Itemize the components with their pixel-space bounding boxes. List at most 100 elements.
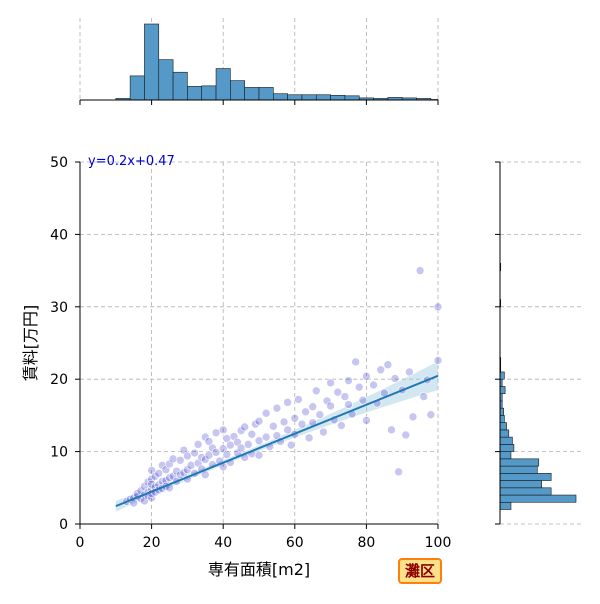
x-tick-label: 40 bbox=[214, 535, 232, 551]
top-hist-bar bbox=[215, 68, 231, 101]
y-tick-label: 20 bbox=[50, 372, 68, 388]
scatter-point bbox=[186, 461, 196, 470]
scatter-point bbox=[358, 395, 368, 405]
scatter-point bbox=[301, 407, 310, 417]
scatter-point bbox=[168, 454, 178, 464]
top-hist-bar bbox=[158, 59, 174, 101]
scatter-point bbox=[158, 461, 167, 470]
scatter-point bbox=[179, 468, 189, 477]
scatter-point bbox=[383, 360, 393, 370]
scatter-point bbox=[283, 398, 292, 407]
ward-badge: 灘区 bbox=[398, 558, 443, 584]
scatter-point bbox=[201, 455, 210, 464]
scatter-point bbox=[433, 356, 443, 365]
right-hist-bar bbox=[499, 407, 504, 416]
right-hist-bar bbox=[499, 494, 577, 503]
scatter-point bbox=[344, 376, 353, 385]
right-hist-bar bbox=[499, 480, 542, 489]
x-axis-title: 専有面積[m2] bbox=[208, 560, 310, 579]
right-hist-bar bbox=[499, 458, 540, 467]
scatter-point bbox=[290, 413, 300, 423]
scatter-point bbox=[226, 440, 235, 450]
scatter-point bbox=[172, 466, 181, 476]
scatter-point bbox=[272, 403, 282, 413]
y-tick-label: 0 bbox=[59, 517, 68, 533]
scatter-point bbox=[254, 416, 264, 426]
scatter-point bbox=[168, 471, 178, 481]
top-hist-bar bbox=[287, 94, 303, 101]
regression-line bbox=[115, 374, 439, 508]
top-hist-bar bbox=[301, 94, 317, 101]
scatter-point bbox=[340, 392, 350, 401]
scatter-point bbox=[426, 410, 436, 419]
right-hist-bar bbox=[499, 501, 512, 510]
scatter-point bbox=[326, 378, 335, 388]
top-hist-bar bbox=[187, 86, 203, 101]
right-hist-bar bbox=[499, 451, 512, 460]
scatter-point bbox=[193, 440, 203, 449]
top-hist-bar bbox=[344, 95, 360, 101]
scatter-point bbox=[261, 432, 271, 442]
scatter-point bbox=[243, 440, 253, 449]
top-hist-bar bbox=[144, 23, 160, 101]
scatter-point bbox=[433, 302, 443, 312]
scatter-point bbox=[236, 443, 246, 453]
scatter-point bbox=[408, 412, 418, 422]
scatter-point bbox=[269, 421, 278, 431]
right-hist-bar bbox=[499, 473, 552, 481]
right-hist-bar bbox=[499, 386, 506, 394]
scatter-point bbox=[415, 266, 425, 275]
scatter-point bbox=[247, 429, 257, 439]
top-hist-bar bbox=[201, 85, 217, 101]
top-hist-bar bbox=[315, 94, 331, 101]
y-tick-label: 40 bbox=[50, 227, 68, 243]
right-hist-bar bbox=[499, 444, 515, 452]
scatter-point bbox=[236, 426, 246, 435]
scatter-point bbox=[222, 434, 232, 443]
top-hist-bar bbox=[273, 93, 288, 101]
scatter-point bbox=[294, 395, 303, 404]
right-marginal-histogram bbox=[495, 161, 582, 525]
scatter-point bbox=[218, 425, 228, 435]
scatter-point bbox=[390, 374, 400, 383]
scatter-point bbox=[154, 469, 164, 478]
scatter-point bbox=[147, 479, 156, 489]
right-hist-bar bbox=[499, 487, 552, 496]
scatter-point bbox=[369, 380, 378, 390]
scatter-point bbox=[147, 474, 156, 484]
right-hist-bar bbox=[499, 429, 510, 438]
scatter-point bbox=[136, 486, 146, 495]
top-histogram-bars bbox=[115, 23, 439, 101]
scatter-point bbox=[351, 357, 360, 367]
scatter-point bbox=[405, 367, 414, 377]
scatter-point bbox=[311, 386, 321, 396]
x-tick-label: 0 bbox=[76, 535, 85, 551]
right-hist-bar bbox=[499, 422, 507, 431]
scatter-point bbox=[204, 450, 214, 460]
x-tick-label: 20 bbox=[143, 535, 161, 551]
scatter-point bbox=[222, 450, 232, 459]
scatter-point bbox=[401, 430, 411, 440]
right-hist-ticks bbox=[495, 161, 500, 525]
scatter-point bbox=[322, 396, 332, 406]
main-axis-ticks: 0 20 40 60 80 100 0 10 20 30 40 50 bbox=[50, 155, 451, 551]
right-hist-bar bbox=[499, 465, 538, 474]
scatter-point bbox=[261, 408, 271, 418]
y-axis-title: 賃料[万円] bbox=[21, 305, 40, 382]
scatter-point bbox=[279, 417, 289, 427]
scatter-point bbox=[165, 459, 174, 469]
top-hist-bar bbox=[129, 75, 145, 101]
top-marginal-histogram bbox=[79, 18, 439, 105]
scatter-point bbox=[204, 437, 214, 446]
scatter-point bbox=[254, 450, 264, 460]
main-panel: 0 20 40 60 80 100 0 10 20 30 40 50 y=0.2x+0.47 専有面積… bbox=[21, 154, 451, 579]
regression-layer bbox=[115, 374, 439, 508]
scatter-point bbox=[354, 382, 364, 392]
top-hist-bar bbox=[330, 94, 346, 101]
x-tick-label: 60 bbox=[286, 535, 304, 551]
y-tick-label: 50 bbox=[50, 155, 68, 171]
scatter-point bbox=[344, 400, 353, 409]
scatter-point bbox=[211, 448, 221, 457]
